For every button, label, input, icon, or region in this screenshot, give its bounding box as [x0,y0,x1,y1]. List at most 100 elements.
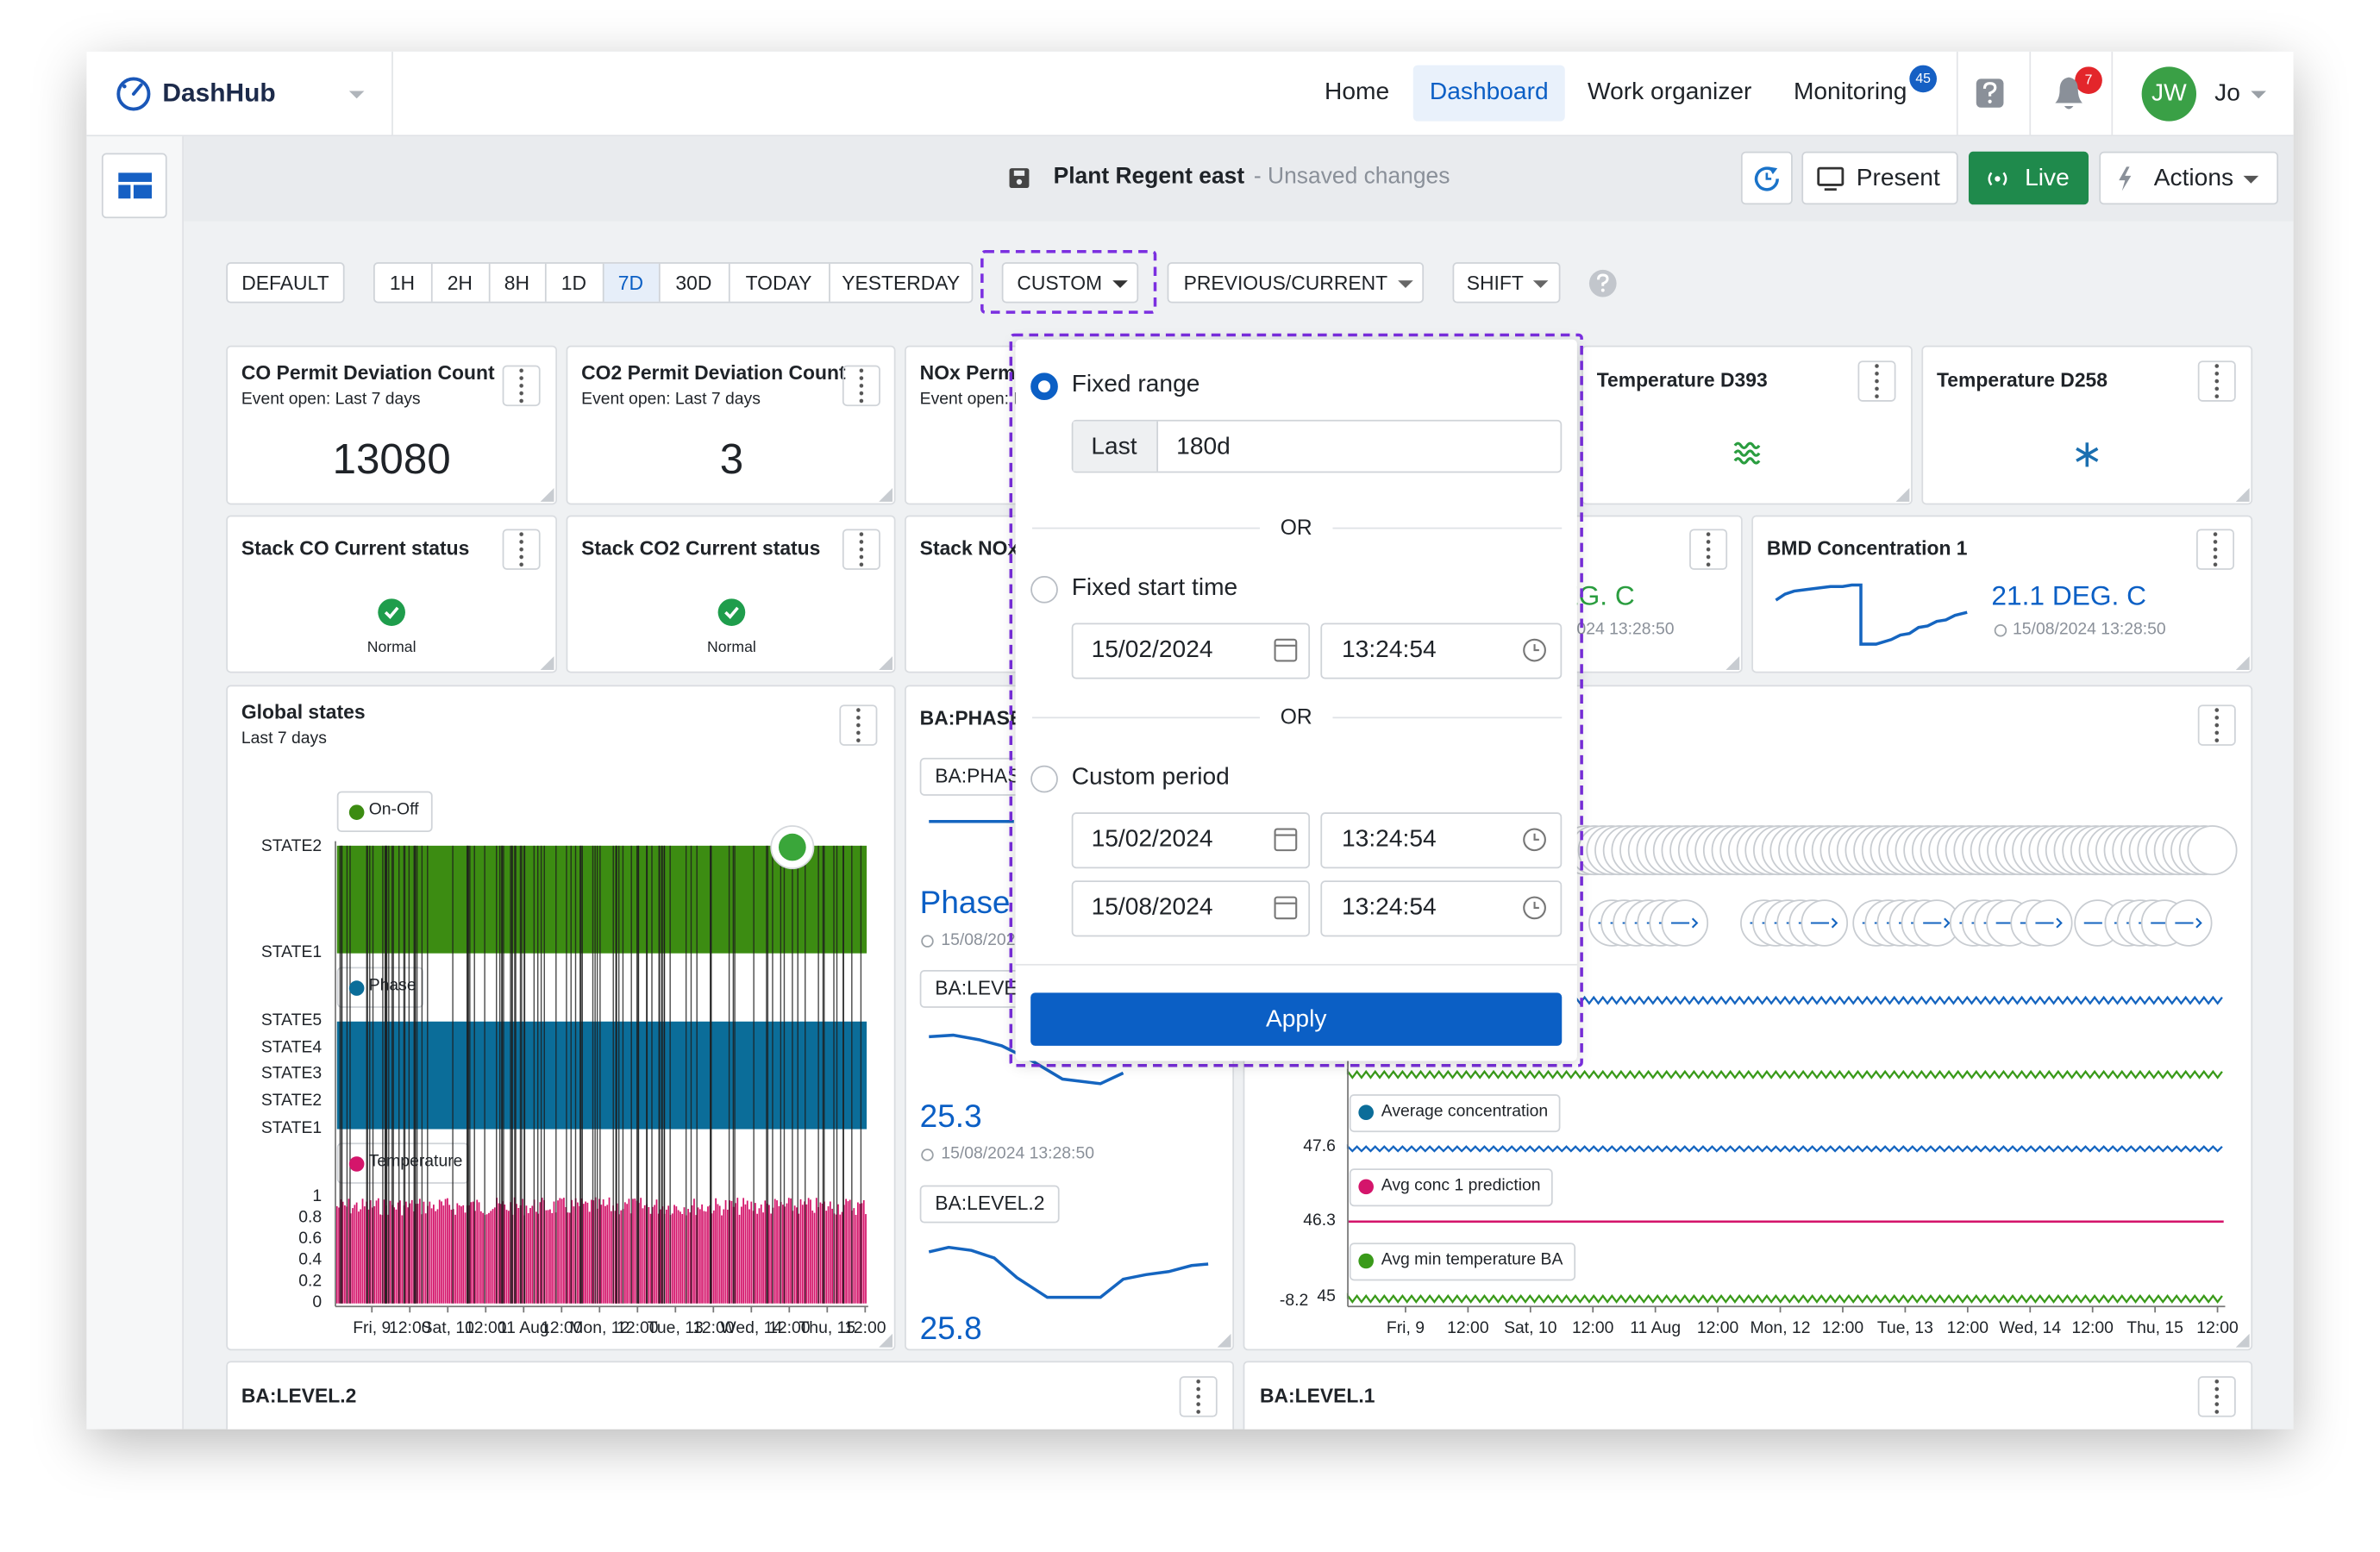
range-group [373,262,974,304]
legend-chip [1349,1168,1553,1207]
time-input[interactable] [1320,812,1563,869]
popup-icons [1274,638,1546,920]
x-tick-label: 12:00 [617,1319,659,1338]
filter-help-dot [1600,288,1605,292]
widget [566,515,896,673]
time-input[interactable] [1320,880,1563,937]
default-button[interactable] [226,262,345,304]
reading-timestamp: 15/08/2024 13:28:50 [2013,620,2166,639]
phase-band [336,1021,867,1130]
clock-icon [921,935,934,948]
input-value: 13:24:54 [1342,826,1437,853]
widget-title: Stack CO2 Current status [581,536,821,560]
x-tick-label: 12:00 [692,1319,735,1338]
widget-title: Global states [241,700,366,723]
date-input[interactable] [1071,623,1311,679]
widget-menu[interactable] [2197,360,2236,402]
x-tick-label: Tue, 13 [647,1319,704,1338]
previous-current-button[interactable] [1167,262,1425,304]
radio-button[interactable] [1030,372,1058,401]
header-separator [2029,51,2032,137]
widget-menu[interactable] [502,365,541,407]
resize-handle [1217,1333,1231,1348]
logo-icon [116,77,151,111]
x-tick-label: Thu, 15 [799,1319,856,1338]
range-input-prefix [1073,421,1159,472]
dashboard-title: Plant Regent east [1053,163,1245,190]
y-tick-label: 46.3 [1303,1211,1336,1230]
widget-menu[interactable] [1689,529,1728,570]
range-separator [728,263,730,302]
event-marker [2187,825,2238,876]
clock-icon [1523,828,1546,852]
radio-button[interactable] [1030,575,1058,604]
y-tick-label: STATE3 [260,1064,323,1083]
range-label: YESTERDAY [842,272,961,295]
separator-line [1332,527,1563,529]
widget-menu[interactable] [842,529,880,570]
calendar-icon [1274,828,1298,852]
date-input[interactable] [1071,880,1311,937]
clock-icon [1994,624,2007,637]
x-tick-label: 12:00 [541,1319,583,1338]
widget-menu[interactable] [842,365,880,407]
event-glyph [2175,917,2202,929]
avatar[interactable] [2141,66,2197,122]
date-input[interactable] [1071,812,1311,869]
time-input[interactable] [1320,623,1563,679]
decorations [116,77,2266,1348]
event-glyph [1810,917,1838,929]
reading-timestamp: 15/08/2024 13:28:50 [941,1144,1094,1163]
widget-menu[interactable] [839,704,878,746]
calendar-icon [1274,638,1298,662]
x-tick-label: 12:00 [1571,1319,1614,1338]
status-check [724,606,739,620]
input-prefix: Last [1091,434,1137,460]
wave-icon [1733,457,1761,465]
x-tick-label: 11 Aug [1630,1319,1682,1338]
range-input[interactable] [1071,419,1563,473]
y-tick-label: STATE1 [260,943,323,962]
widget [1243,1361,2253,1430]
widget-menu[interactable] [502,529,541,570]
apply-button[interactable] [1030,992,1563,1046]
input-value: 180d [1176,434,1231,460]
y-tick-label: 1 [312,1187,323,1206]
radio-button[interactable] [1030,765,1058,793]
widget [1921,345,2253,505]
widget-menu[interactable] [2197,704,2236,746]
resize-handle [2235,1333,2250,1348]
y-tick-label: STATE2 [260,837,323,856]
widget-menu[interactable] [1179,1376,1218,1417]
series-chip-label: BA:LEVEL.2 [935,1191,1045,1215]
marker-badge-inner [778,833,806,861]
y-tick-label: 45 [1317,1287,1336,1306]
nav-link[interactable]: Home [1325,79,1390,106]
filter-help-glyph [1596,273,1609,286]
refresh-arrow [1768,166,1778,175]
nav-link[interactable]: Dashboard [1429,79,1549,106]
legend-label: Average concentration [1381,1102,1549,1121]
input-value: 13:24:54 [1342,636,1437,663]
x-tick-label: Thu, 15 [2126,1319,2183,1338]
filter-label: PREVIOUS/CURRENT [1183,272,1388,295]
widget-subtitle: Event open: Last 7 days [241,390,421,409]
save-icon-dot [1016,178,1023,185]
y-tick-label: STATE2 [260,1092,323,1111]
x-tick-label: Fri, 9 [353,1319,391,1338]
x-tick-label: 12:00 [1821,1319,1864,1338]
nav-link[interactable]: Monitoring [1793,79,1907,106]
widget-menu[interactable] [2197,1376,2236,1417]
save-status: - Unsaved changes [1253,163,1450,190]
input-value: 15/02/2024 [1091,826,1213,853]
custom-caret [1112,280,1128,288]
widget-menu[interactable] [2196,529,2235,570]
range-separator [488,263,491,302]
present-button[interactable] [1801,151,1958,205]
nav-link[interactable]: Work organizer [1588,79,1752,106]
x-tick-label: 12:00 [844,1319,886,1338]
widget-menu[interactable] [1857,360,1896,402]
button-label: Actions [2153,166,2234,192]
separator-label: OR [1280,704,1312,729]
